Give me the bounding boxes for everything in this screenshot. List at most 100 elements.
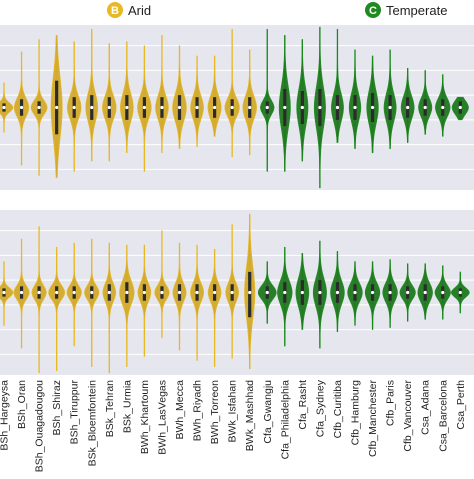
violin-median-BSh_Ouagadougou (37, 290, 41, 295)
x-tick-label: BWk_Mashhad (244, 380, 256, 451)
violin-median-Cfa_Rasht (300, 105, 304, 110)
violin-median-BWk_Mashhad (248, 290, 252, 295)
legend: B Arid C Temperate (107, 2, 447, 18)
x-tick-label: BSh_Oran (16, 380, 28, 429)
violin-median-BWk_Isfahan (230, 105, 234, 110)
violin-median-BSh_Oran (19, 105, 24, 110)
x-tick-label: BSh_Shiraz (51, 380, 63, 435)
violin-median-Csa_Perth (458, 290, 462, 295)
panel-upper (0, 25, 474, 190)
violin-body-BSh_Shiraz (48, 246, 66, 372)
x-tick-label: BSh_Ouagadougou (34, 380, 46, 472)
violin-median-BWh_Khartoum (142, 105, 146, 110)
x-tick-label: Cfb_Hamburg (350, 380, 362, 446)
x-tick-label: BWh_Torreon (209, 380, 221, 444)
violin-median-BSh_Oran (19, 290, 24, 295)
violin-body-BWk_Isfahan (224, 28, 240, 158)
x-tick-label: Cfa_Sydney (314, 379, 326, 437)
violin-median-BSh_Tiruppur (72, 105, 76, 110)
x-tick-label: BWk_Isfahan (227, 380, 239, 443)
x-tick-label: Cfb_Manchester (367, 380, 379, 458)
violin-median-Csa_Perth (458, 105, 462, 110)
violin-median-BSk_Bloemfontein (90, 105, 94, 110)
x-tick-label: Cfb_Vancouver (402, 380, 414, 452)
violin-median-BSk_Urmia (125, 105, 129, 110)
x-tick-label: Csa_Adana (420, 380, 432, 435)
violin-median-Cfa_Philadelphia (283, 105, 287, 110)
x-tick-label: Csa_Perth (455, 380, 467, 430)
violin-median-Csa_Adana (423, 105, 427, 110)
x-tick-label: BSk_Urmia (121, 380, 133, 433)
x-axis-tick-labels: BSh_Hargeysa BSh_Oran BSh_Ouagadougou BSh_S… (0, 379, 467, 472)
violin-median-BSh_Ouagadougou (37, 105, 41, 110)
violin-median-BSk_Tehran (107, 290, 111, 295)
violin-body-BWh_Riyadh (190, 244, 204, 361)
violin-body-BWh_LasVegas (154, 230, 170, 339)
legend-item-temperate: C Temperate (365, 2, 447, 18)
panel-lower-grid (0, 230, 474, 355)
violin-median-BSh_Tiruppur (72, 290, 76, 295)
legend-badge-temperate (365, 2, 381, 18)
violin-body-Cfa_Gwangju (259, 28, 275, 172)
panel-lower-violins (0, 213, 470, 374)
violin-median-BWh_LasVegas (160, 105, 164, 110)
x-tick-label: BSh_Hargeysa (0, 380, 11, 451)
x-tick-label: BWh_Khartoum (139, 380, 151, 454)
x-tick-label: Cfa_Rasht (297, 380, 309, 430)
violin-median-BSk_Bloemfontein (90, 290, 94, 295)
legend-item-arid: B Arid (107, 2, 151, 18)
x-tick-label: Cfa_Philadelphia (279, 380, 291, 460)
panel-upper-violins (0, 26, 469, 189)
violin-median-Cfa_Gwangju (265, 290, 269, 295)
violin-median-BSh_Hargeysa (2, 290, 6, 295)
violin-body-BWh_Torreon (207, 248, 222, 368)
violin-median-BWh_Khartoum (142, 290, 146, 295)
legend-badge-letter-temperate: C (369, 5, 377, 17)
x-tick-label: Cfa_Gwangju (262, 380, 274, 444)
legend-badge-arid (107, 2, 123, 18)
violin-median-BSh_Hargeysa (2, 105, 6, 110)
violin-median-Cfb_Vancouver (406, 105, 410, 110)
legend-label-temperate: Temperate (386, 3, 447, 18)
violin-median-Cfb_Hamburg (353, 290, 357, 295)
violin-body-BSh_Hargeysa (0, 82, 14, 133)
violin-median-Cfb_Vancouver (406, 290, 410, 295)
violin-body-BSk_Bloemfontein (84, 238, 100, 368)
panel-upper-grid (0, 45, 474, 170)
violin-median-BWh_Torreon (213, 105, 217, 110)
violin-body-BSh_Hargeysa (0, 261, 14, 326)
violin-median-BWk_Isfahan (230, 290, 234, 295)
x-tick-label: BSh_Tiruppur (69, 380, 81, 445)
violin-median-Cfa_Sydney (318, 105, 322, 110)
x-tick-label: Cfb_Paris (385, 380, 397, 426)
violin-median-Cfa_Sydney (318, 290, 322, 295)
violin-median-Cfb_Paris (388, 290, 392, 295)
violin-median-Cfa_Gwangju (265, 105, 269, 110)
violin-median-BWh_Riyadh (195, 290, 199, 295)
legend-badge-letter-arid: B (111, 5, 119, 17)
violin-median-BSh_Shiraz (55, 105, 59, 110)
violin-median-Csa_Barcelona (441, 290, 445, 295)
x-tick-label: BSk_Tehran (104, 380, 116, 437)
violin-median-Cfb_Curitiba (335, 105, 340, 110)
panel-lower (0, 210, 474, 375)
violin-body-BSh_Ouagadougou (31, 226, 47, 374)
violin-median-Cfa_Rasht (300, 290, 304, 295)
violin-median-Cfb_Paris (388, 105, 392, 110)
violin-median-BSk_Urmia (125, 290, 129, 295)
violin-median-Cfb_Hamburg (353, 105, 357, 110)
violin-median-Cfa_Philadelphia (283, 290, 287, 295)
violin-median-Cfb_Curitiba (335, 290, 340, 295)
violin-median-Cfb_Manchester (370, 105, 375, 110)
x-tick-label: BSk_Bloemfontein (86, 380, 98, 467)
violin-median-BSk_Tehran (107, 105, 111, 110)
x-tick-label: BWh_Riyadh (192, 380, 204, 441)
violin-median-Cfb_Manchester (370, 290, 375, 295)
violin-median-BSh_Shiraz (55, 290, 59, 295)
violin-median-BWh_Mecca (177, 290, 182, 295)
violin-body-Cfb_Curitiba (331, 28, 344, 143)
x-tick-label: Csa_Barcelona (437, 380, 449, 452)
violin-median-BWh_LasVegas (160, 290, 164, 295)
x-tick-label: BWh_LasVegas (156, 380, 168, 455)
